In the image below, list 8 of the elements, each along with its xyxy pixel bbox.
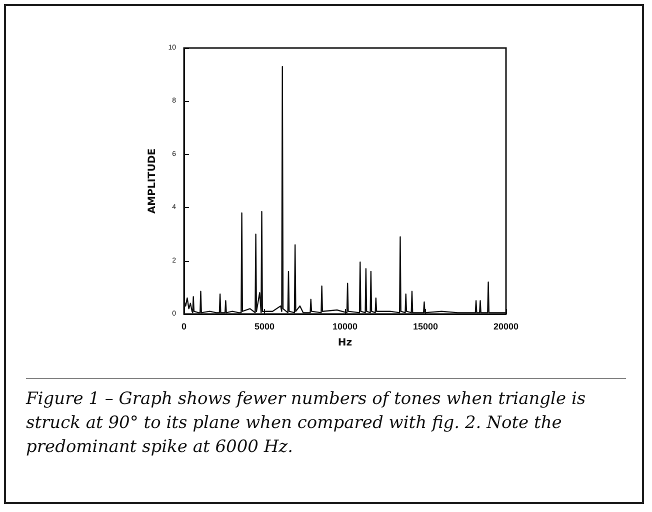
x-tick-label: 15000 (412, 322, 438, 332)
caption: Figure 1 – Graph shows fewer numbers of tones when triangle is struck at 90° to its plane when compared with fig. 2. Note the predominant spike at 6000 Hz. (26, 378, 626, 459)
x-tick-label: 20000 (493, 322, 519, 332)
y-axis-title: AMPLITUDE (146, 148, 158, 214)
x-tick-label: 5000 (254, 322, 275, 332)
x-tick-label: 10000 (332, 322, 358, 332)
x-axis-title: Hz (338, 338, 352, 348)
x-tick-label: 0 (181, 322, 187, 332)
